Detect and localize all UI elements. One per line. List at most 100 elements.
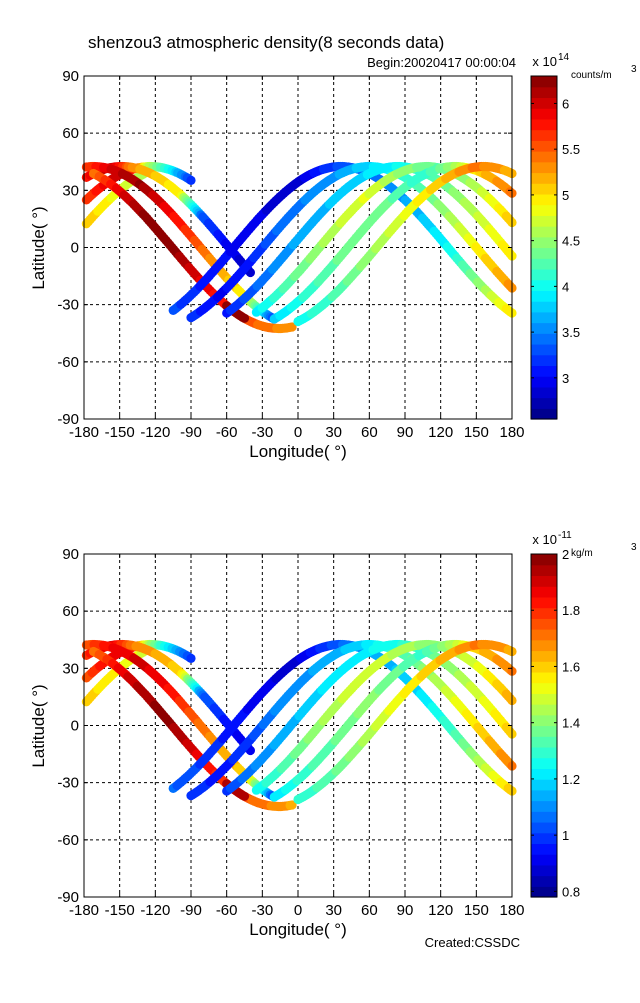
colorbar-band	[531, 671, 557, 684]
colorbar-band	[531, 408, 557, 420]
colorbar-band	[531, 183, 557, 195]
x-tick-label: 90	[397, 902, 414, 919]
created-footer: Created:CSSDC	[425, 935, 520, 950]
colorbar-band	[531, 161, 557, 174]
colorbar-band	[531, 864, 557, 877]
colorbar-band	[531, 843, 557, 855]
colorbar-band	[531, 586, 557, 598]
colorbar-band	[531, 704, 557, 716]
x-tick-label: -120	[140, 902, 170, 919]
x-tick-label: -90	[180, 424, 202, 441]
colorbar-band	[531, 661, 557, 673]
colorbar-tick-label: 1.6	[562, 659, 580, 674]
colorbar-band	[531, 354, 557, 367]
x-tick-label: 0	[294, 424, 302, 441]
colorbar-band	[531, 629, 557, 641]
colorbar-tick-label: 5	[562, 188, 569, 203]
x-tick-label: 0	[294, 902, 302, 919]
y-tick-label: -30	[57, 297, 79, 314]
colorbar-band	[531, 365, 557, 377]
colorbar-tick-label: 1	[562, 828, 569, 843]
colorbar-tick-label: 0.8	[562, 884, 580, 899]
x-tick-label: -180	[69, 902, 99, 919]
x-tick-label: -150	[105, 424, 135, 441]
colorbar-band	[531, 322, 557, 334]
x-tick-label: 60	[361, 424, 378, 441]
colorbar-tick-label: 4	[562, 279, 569, 294]
x-tick-label: 60	[361, 902, 378, 919]
colorbar-band	[531, 757, 557, 769]
x-tick-label: 150	[464, 902, 489, 919]
y-tick-label: -30	[57, 775, 79, 792]
colorbar-band	[531, 172, 557, 184]
colorbar-band	[531, 564, 557, 577]
data-points	[81, 639, 517, 812]
colorbar-tick-label: 5.5	[562, 142, 580, 157]
colorbar-unit-superscript: 3	[631, 64, 637, 75]
colorbar-band	[531, 779, 557, 791]
colorbar-tick-label: 3	[562, 371, 569, 386]
colorbar-band	[531, 397, 557, 409]
colorbar-exponent: -11	[558, 530, 572, 541]
colorbar-band	[531, 800, 557, 812]
colorbar-frame	[530, 553, 558, 898]
y-tick-label: -60	[57, 832, 79, 849]
colorbar-band	[531, 268, 557, 281]
colorbar-band	[531, 343, 557, 356]
orbit-track	[293, 639, 517, 805]
colorbar-tick-label: 2	[562, 547, 569, 562]
y-tick-label: -60	[57, 354, 79, 371]
colorbar-tick-label: 3.5	[562, 325, 580, 340]
y-tick-label: 0	[71, 240, 79, 257]
colorbar-band	[531, 204, 557, 216]
x-tick-label: 90	[397, 424, 414, 441]
x-tick-label: -180	[69, 424, 99, 441]
colorbar-tick-label: 1.2	[562, 772, 580, 787]
colorbar-band	[531, 596, 557, 609]
colorbar-band	[531, 554, 557, 566]
colorbar-band	[531, 875, 557, 887]
colorbar-exponent-base: x 10	[532, 54, 557, 69]
colorbar-frame	[530, 75, 558, 420]
y-tick-label: 90	[62, 68, 79, 85]
data-point	[239, 313, 250, 323]
y-tick-label: 60	[62, 125, 79, 142]
orbit-track	[88, 646, 297, 812]
x-tick-label: -30	[251, 424, 273, 441]
x-axis-label: Longitude( °)	[249, 920, 347, 939]
begin-timestamp: Begin:20020417 00:00:04	[367, 55, 516, 70]
x-tick-label: -90	[180, 902, 202, 919]
colorbar-band	[531, 76, 557, 88]
colorbar-tick-label: 6	[562, 96, 569, 111]
x-tick-label: 120	[428, 424, 453, 441]
colorbar-band	[531, 650, 557, 662]
colorbar-band	[531, 714, 557, 727]
colorbar-band	[531, 290, 557, 302]
x-tick-label: 180	[499, 424, 524, 441]
data-point	[186, 175, 196, 185]
colorbar-band	[531, 215, 557, 227]
colorbar-band	[531, 151, 557, 163]
x-tick-label: -30	[251, 902, 273, 919]
colorbar-band	[531, 226, 557, 238]
chart-title: shenzou3 atmospheric density(8 seconds d…	[88, 33, 444, 52]
data-points	[81, 161, 517, 334]
y-tick-label: 30	[62, 182, 79, 199]
y-tick-label: 30	[62, 660, 79, 677]
colorbar-band	[531, 311, 557, 324]
y-tick-label: 90	[62, 546, 79, 563]
colorbar-band	[531, 746, 557, 759]
colorbar-band	[531, 618, 557, 630]
colorbar-band	[531, 333, 557, 345]
colorbar-band	[531, 607, 557, 619]
data-point	[287, 800, 297, 810]
colorbar-tick-label: 4.5	[562, 234, 580, 249]
orbit-track	[222, 639, 517, 796]
colorbar-band	[531, 301, 557, 313]
colorbar-band	[531, 129, 557, 141]
colorbar-exponent-base: x 10	[532, 532, 557, 547]
x-tick-label: 30	[325, 424, 342, 441]
grid-lines	[84, 76, 512, 419]
